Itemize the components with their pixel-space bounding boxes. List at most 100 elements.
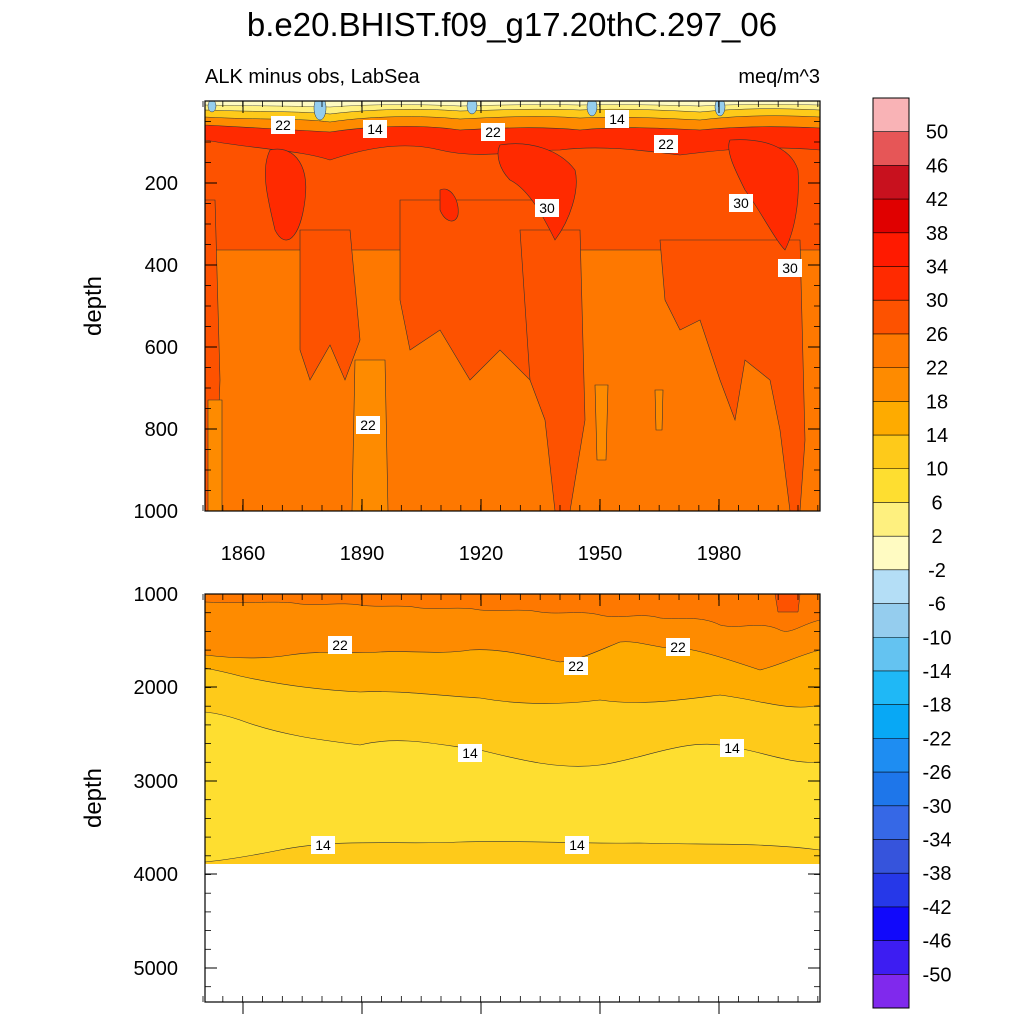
y-tick-label: 800 — [145, 419, 178, 441]
svg-text:14: 14 — [609, 111, 625, 127]
colorbar-swatch — [873, 738, 909, 773]
colorbar-label: -18 — [923, 695, 952, 717]
colorbar-label: 46 — [926, 155, 948, 177]
contour-label: 14 — [720, 739, 744, 757]
svg-text:14: 14 — [724, 740, 740, 756]
contour-label: 30 — [535, 199, 559, 217]
svg-text:30: 30 — [733, 195, 749, 211]
patch-negative-1920 — [466, 101, 478, 115]
colorbar-swatch — [873, 704, 909, 739]
colorbar-swatch — [873, 98, 909, 133]
top-panel-subtitle: ALK minus obs, LabSea — [205, 66, 420, 88]
svg-text:30: 30 — [539, 200, 555, 216]
colorbar: 50 46 42 38 34 30 26 22 18 14 10 6 2 -2 -6 -10 -14 -18 -22… — [872, 97, 952, 1009]
colorbar-swatch — [873, 974, 909, 1009]
colorbar-label: 2 — [931, 526, 942, 548]
colorbar-label: 38 — [926, 223, 948, 245]
top-x-tick-labels: 1860 1890 1920 1950 1980 — [221, 543, 742, 565]
bottom-y-tick-labels: 1000 2000 3000 4000 5000 — [134, 584, 179, 980]
no-data-region — [205, 864, 820, 1002]
colorbar-label: 22 — [926, 358, 948, 380]
colorbar-label: -6 — [928, 594, 946, 616]
x-tick-label: 1920 — [459, 543, 504, 565]
y-tick-label: 4000 — [134, 864, 179, 886]
contour-label: 30 — [778, 259, 802, 277]
main-title: b.e20.BHIST.f09_g17.20thC.297_06 — [247, 6, 777, 43]
top-y-axis-label: depth — [80, 276, 107, 336]
colorbar-label: -34 — [923, 829, 952, 851]
patch-negative-1850 — [207, 101, 217, 113]
x-tick-label: 1950 — [578, 543, 623, 565]
colorbar-label: -50 — [923, 964, 952, 986]
contour-label: 14 — [605, 110, 629, 128]
colorbar-swatch — [873, 906, 909, 942]
patch-negative-1890 — [313, 101, 327, 121]
colorbar-swatch — [873, 603, 909, 638]
colorbar-swatch — [873, 670, 909, 706]
colorbar-swatch — [873, 232, 909, 268]
bottom-panel-plot-area — [205, 594, 820, 1002]
colorbar-label: 50 — [926, 122, 948, 144]
colorbar-swatch — [873, 772, 909, 807]
fill-patch-26-30 — [774, 594, 801, 613]
colorbar-label: -10 — [923, 627, 952, 649]
colorbar-swatch — [873, 468, 909, 503]
colorbar-label: 42 — [926, 189, 948, 211]
colorbar-swatch — [873, 502, 909, 537]
bottom-panel: 22 22 22 14 14 14 14 — [80, 584, 821, 1014]
top-panel: ALK minus obs, LabSea meq/m^3 — [80, 66, 821, 565]
top-panel-plot-area — [205, 101, 820, 511]
fill-band-22-26-top — [205, 594, 820, 632]
colorbar-swatch — [873, 165, 909, 200]
colorbar-swatch — [873, 131, 909, 166]
svg-text:14: 14 — [315, 837, 331, 853]
contour-label: 22 — [328, 636, 352, 654]
svg-text:22: 22 — [658, 136, 674, 152]
contour-label: 22 — [666, 638, 690, 656]
colorbar-frame — [872, 97, 910, 1009]
svg-text:22: 22 — [360, 417, 376, 433]
colorbar-swatch — [873, 367, 909, 402]
svg-text:22: 22 — [670, 639, 686, 655]
y-tick-label: 5000 — [134, 958, 179, 980]
colorbar-label: -46 — [923, 931, 952, 953]
x-tick-label: 1890 — [340, 543, 385, 565]
contour-label: 14 — [458, 744, 482, 762]
svg-text:14: 14 — [462, 745, 478, 761]
fill-patch-30-34-c — [728, 139, 799, 251]
svg-text:14: 14 — [569, 837, 585, 853]
y-tick-label: 600 — [145, 337, 178, 359]
colorbar-label: 6 — [931, 492, 942, 514]
top-contour-labels: 22 14 22 14 22 30 30 30 22 — [271, 110, 802, 434]
colorbar-label: 14 — [926, 425, 948, 447]
svg-text:22: 22 — [332, 637, 348, 653]
colorbar-swatch — [873, 536, 909, 571]
y-tick-label: 1000 — [134, 584, 179, 606]
y-tick-label: 3000 — [134, 771, 179, 793]
svg-text:22: 22 — [568, 658, 584, 674]
colorbar-label: 34 — [926, 257, 948, 279]
svg-text:14: 14 — [367, 121, 383, 137]
colorbar-label: -42 — [923, 897, 952, 919]
colorbar-swatch — [873, 435, 909, 470]
colorbar-swatch — [873, 637, 909, 672]
contour-label: 14 — [311, 836, 335, 854]
colorbar-swatch — [873, 569, 909, 605]
fill-patch-26-30-a — [299, 229, 361, 381]
contour-label: 22 — [564, 657, 588, 675]
y-tick-label: 200 — [145, 173, 178, 195]
svg-text:22: 22 — [485, 124, 501, 140]
colorbar-label: -14 — [923, 661, 952, 683]
fill-patch-18-22-a — [351, 359, 389, 511]
patch-negative-1980 — [714, 101, 726, 117]
colorbar-label: -38 — [923, 863, 952, 885]
contour-label: 22 — [654, 135, 678, 153]
contour-label: 22 — [481, 123, 505, 141]
colorbar-swatch — [873, 333, 909, 369]
x-tick-label: 1860 — [221, 543, 266, 565]
bottom-panel-frame — [204, 593, 821, 1003]
top-panel-units: meq/m^3 — [738, 66, 820, 88]
colorbar-swatch — [873, 940, 909, 975]
y-tick-label: 2000 — [134, 677, 179, 699]
